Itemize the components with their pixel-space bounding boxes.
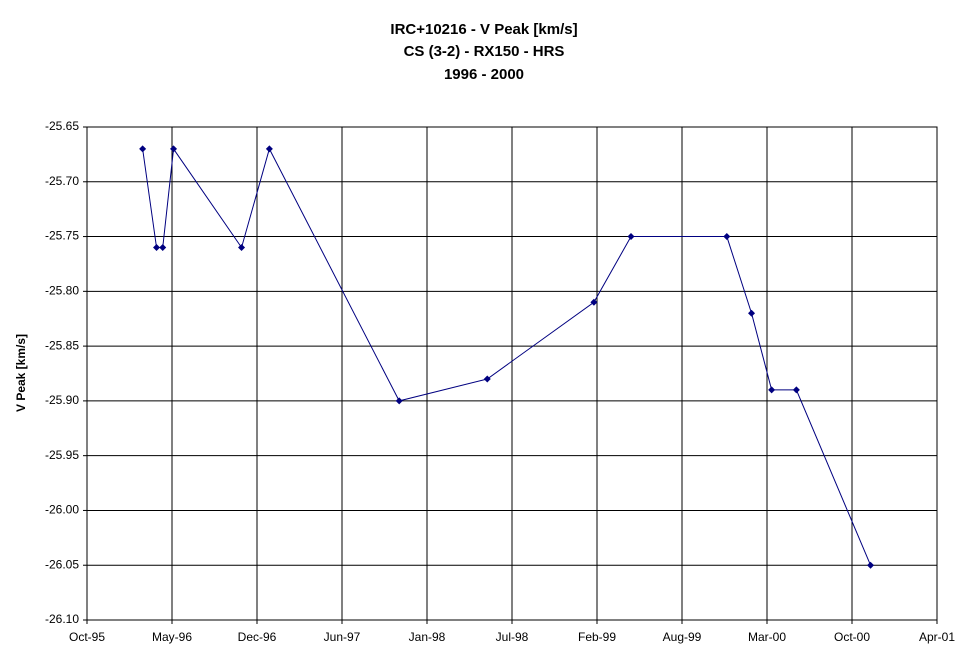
x-tick-label: Mar-00 — [748, 630, 786, 644]
y-tick-label: -25.90 — [45, 393, 79, 407]
data-point — [723, 233, 731, 241]
data-point — [748, 309, 756, 317]
y-tick-label: -25.75 — [45, 229, 79, 243]
x-tick-label: Dec-96 — [238, 630, 277, 644]
y-tick-label: -26.00 — [45, 503, 79, 517]
y-tick-label: -26.10 — [45, 612, 79, 626]
data-point — [159, 244, 167, 252]
data-point — [238, 244, 246, 252]
data-point — [792, 386, 800, 394]
y-tick-label: -25.85 — [45, 338, 79, 352]
y-tick-label: -25.80 — [45, 284, 79, 298]
data-point — [395, 397, 403, 405]
y-tick-label: -26.05 — [45, 557, 79, 571]
x-tick-label: Jun-97 — [324, 630, 361, 644]
y-tick-label: -25.65 — [45, 119, 79, 133]
x-tick-label: Jan-98 — [409, 630, 446, 644]
data-point — [590, 298, 598, 306]
chart-subtitle: 1996 - 2000 — [444, 66, 524, 83]
data-point — [483, 375, 491, 383]
data-point — [153, 244, 161, 252]
data-point — [170, 145, 178, 153]
x-tick-label: Feb-99 — [578, 630, 616, 644]
x-tick-label: Jul-98 — [496, 630, 529, 644]
data-point — [139, 145, 147, 153]
y-tick-label: -25.70 — [45, 174, 79, 188]
data-point — [768, 386, 776, 394]
y-axis-label: V Peak [km/s] — [14, 334, 28, 412]
x-tick-label: Oct-95 — [69, 630, 105, 644]
data-point — [867, 561, 875, 569]
data-point — [627, 233, 635, 241]
data-point — [265, 145, 273, 153]
chart-subtitle: CS (3-2) - RX150 - HRS — [404, 43, 565, 60]
y-tick-label: -25.95 — [45, 448, 79, 462]
plot-border — [86, 126, 938, 621]
x-tick-label: Oct-00 — [834, 630, 870, 644]
x-tick-label: May-96 — [152, 630, 192, 644]
x-tick-label: Aug-99 — [663, 630, 702, 644]
chart-title: IRC+10216 - V Peak [km/s] — [390, 21, 577, 38]
x-tick-label: Apr-01 — [919, 630, 955, 644]
